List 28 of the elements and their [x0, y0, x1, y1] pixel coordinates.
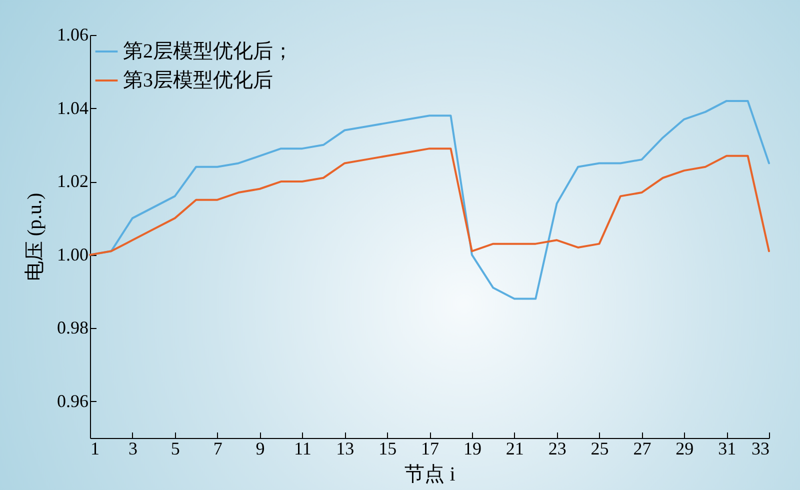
- x-tick-label: 15: [378, 438, 397, 458]
- x-tick-label: 29: [676, 438, 694, 458]
- y-tick-label: 0.96: [57, 390, 88, 411]
- x-tick-label: 33: [752, 438, 770, 458]
- legend-label: 第3层模型优化后: [123, 70, 273, 92]
- x-axis-title: 节点 i: [404, 464, 456, 486]
- x-tick-label: 1: [90, 438, 100, 458]
- x-tick-label: 25: [590, 438, 609, 458]
- line-series: [89, 148, 770, 256]
- x-tick-label: 23: [548, 438, 566, 458]
- x-tick-label: 19: [463, 438, 482, 458]
- x-tick-label: 13: [336, 438, 354, 458]
- legend-label: 第2层模型优化后；: [123, 40, 293, 62]
- x-tick-label: 9: [256, 438, 265, 458]
- y-tick-label: 1.00: [57, 244, 88, 264]
- x-tick-label: 5: [170, 438, 180, 458]
- y-axis-title: 电压 (p.u.): [24, 192, 46, 282]
- y-tick-label: 0.98: [57, 318, 88, 338]
- y-tick-label: 1.04: [57, 98, 88, 118]
- x-tick-label: 31: [718, 438, 736, 458]
- x-tick-label: 11: [294, 438, 312, 458]
- y-tick-label: 1.02: [57, 171, 88, 192]
- x-tick-label: 21: [506, 438, 524, 458]
- x-tick-label: 27: [633, 438, 652, 458]
- x-tick-label: 17: [421, 438, 439, 458]
- x-tick-label: 7: [213, 438, 222, 458]
- x-tick-label: 3: [128, 438, 138, 458]
- y-tick-label: 1.06: [57, 24, 88, 44]
